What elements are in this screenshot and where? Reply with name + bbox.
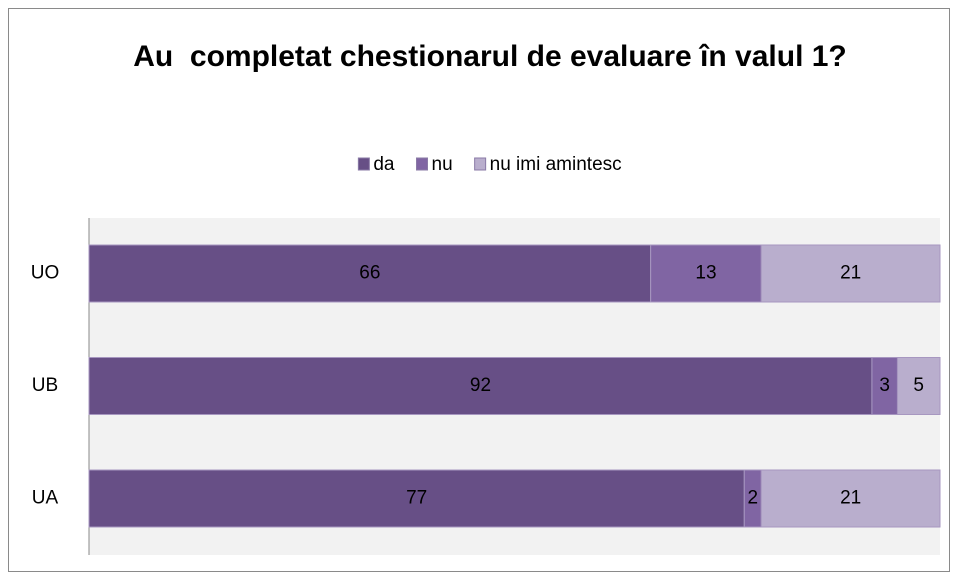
bar-segment [88, 357, 873, 415]
y-tick-label: UA [32, 488, 59, 509]
data-label: 3 [879, 375, 890, 396]
legend-swatch [357, 157, 370, 171]
bar-segment [896, 357, 941, 415]
data-label: 5 [913, 375, 924, 396]
y-tick-label: UB [32, 375, 58, 396]
chart-title: Au completat chestionarul de evaluare în… [133, 40, 847, 73]
data-label: 13 [695, 263, 716, 284]
chart-frame [8, 8, 950, 572]
legend-swatch [416, 157, 428, 171]
bar-segment [760, 244, 941, 303]
legend-label: nu imi amintesc [490, 154, 622, 175]
legend-label: nu [432, 154, 453, 175]
data-label: 21 [840, 488, 861, 509]
data-label: 92 [470, 375, 491, 396]
y-tick-label: UO [31, 263, 60, 284]
bar-segment [88, 244, 652, 303]
data-label: 21 [840, 263, 861, 284]
data-label: 77 [406, 488, 427, 509]
data-label: 66 [359, 263, 380, 284]
data-label: 2 [747, 488, 758, 509]
bar-segment [871, 357, 898, 415]
bar-segment [650, 244, 762, 303]
legend-label: da [373, 154, 395, 175]
legend-swatch [474, 157, 487, 171]
bar-segment [88, 469, 745, 528]
bar-segment [760, 469, 941, 528]
